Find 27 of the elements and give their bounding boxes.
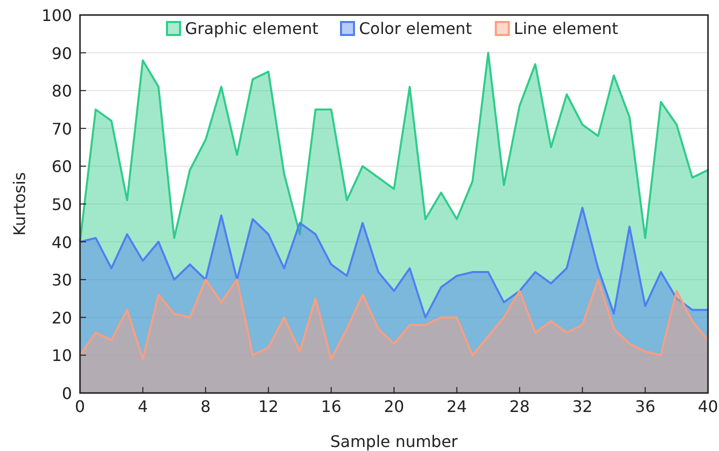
- legend-label: Color element: [359, 19, 472, 38]
- y-tick-label: 70: [52, 119, 72, 138]
- x-tick-label: 0: [74, 397, 86, 416]
- x-tick-label: 20: [384, 397, 404, 416]
- x-tick-label: 32: [572, 397, 593, 416]
- y-tick-label: 90: [52, 44, 72, 63]
- y-tick-label: 60: [52, 157, 72, 176]
- y-tick-label: 10: [52, 346, 72, 366]
- y-tick-label: 80: [52, 82, 72, 101]
- y-axis-title: Kurtosis: [10, 172, 29, 236]
- y-tick-label: 30: [52, 270, 72, 290]
- y-tick-label: 50: [52, 195, 72, 214]
- x-tick-label: 4: [138, 397, 148, 416]
- x-tick-label: 16: [321, 397, 342, 416]
- x-axis-title: Sample number: [330, 432, 458, 451]
- x-tick-label: 28: [509, 397, 530, 416]
- y-tick-label: 0: [62, 384, 72, 403]
- y-tick-label: 100: [41, 6, 72, 25]
- x-tick-label: 24: [446, 397, 467, 416]
- x-tick-label: 12: [258, 397, 279, 416]
- y-tick-label: 40: [52, 232, 72, 252]
- x-tick-label: 40: [698, 397, 718, 416]
- x-tick-label: 8: [200, 397, 211, 416]
- y-tick-label: 20: [52, 308, 72, 328]
- legend-label: Graphic element: [185, 19, 318, 38]
- legend-label: Line element: [514, 19, 618, 38]
- x-tick-label: 36: [635, 397, 656, 416]
